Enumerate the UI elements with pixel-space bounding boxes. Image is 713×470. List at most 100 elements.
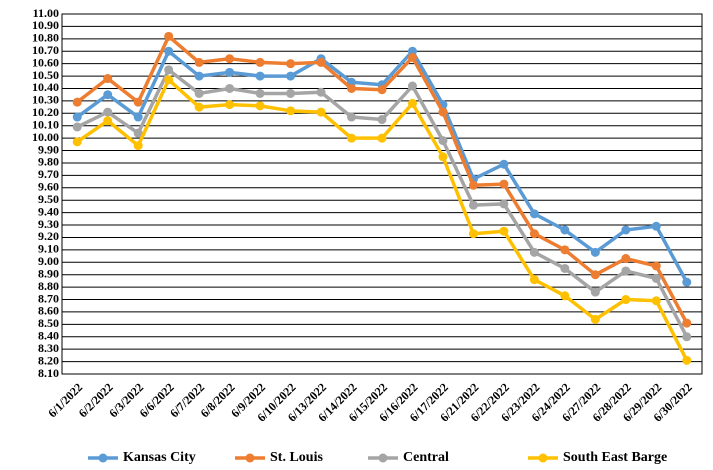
- marker: [499, 159, 509, 169]
- y-tick-label: 10.90: [32, 18, 59, 32]
- y-tick-label: 8.50: [38, 316, 59, 330]
- marker: [255, 57, 265, 67]
- y-tick-label: 9.00: [38, 254, 59, 268]
- marker: [255, 71, 265, 81]
- marker: [225, 83, 235, 93]
- marker: [529, 275, 539, 285]
- marker: [560, 225, 570, 235]
- y-tick-label: 8.10: [38, 366, 59, 380]
- y-tick-label: 9.70: [38, 167, 59, 181]
- marker: [103, 74, 113, 84]
- y-tick-label: 10.00: [32, 130, 59, 144]
- marker: [621, 254, 631, 264]
- marker: [347, 112, 357, 122]
- y-tick-label: 10.40: [32, 80, 59, 94]
- marker: [103, 116, 113, 126]
- legend-label: South East Barge: [563, 450, 667, 465]
- legend-label: St. Louis: [270, 450, 323, 465]
- y-tick-label: 10.50: [32, 68, 59, 82]
- marker: [590, 314, 600, 324]
- marker: [316, 57, 326, 67]
- marker: [590, 287, 600, 297]
- marker: [194, 57, 204, 67]
- marker: [651, 273, 661, 283]
- y-tick-label: 9.60: [38, 180, 59, 194]
- y-tick-label: 11.00: [33, 6, 59, 20]
- y-tick-label: 8.70: [38, 291, 59, 305]
- y-tick-label: 9.80: [38, 155, 59, 169]
- y-tick-label: 9.20: [38, 229, 59, 243]
- marker: [529, 229, 539, 239]
- marker: [499, 179, 509, 189]
- marker: [682, 355, 692, 365]
- y-tick-label: 10.20: [32, 105, 59, 119]
- marker: [651, 296, 661, 306]
- y-tick-label: 10.30: [32, 93, 59, 107]
- y-tick-label: 9.40: [38, 204, 59, 218]
- marker: [164, 46, 174, 56]
- series-line: [76, 68, 689, 338]
- marker: [407, 46, 417, 56]
- y-tick-label: 9.10: [38, 242, 59, 256]
- marker: [499, 226, 509, 236]
- y-tick-label: 9.90: [38, 142, 59, 156]
- marker: [286, 71, 296, 81]
- marker: [377, 133, 387, 143]
- marker: [529, 209, 539, 219]
- marker: [316, 87, 326, 97]
- marker: [164, 75, 174, 85]
- marker: [72, 97, 82, 107]
- marker: [682, 332, 692, 342]
- marker: [225, 54, 235, 64]
- marker: [286, 106, 296, 116]
- legend-marker: [378, 453, 388, 463]
- marker: [194, 71, 204, 81]
- y-tick-label: 8.90: [38, 266, 59, 280]
- marker: [560, 263, 570, 273]
- marker: [133, 141, 143, 151]
- marker: [377, 85, 387, 95]
- marker: [407, 52, 417, 62]
- marker: [194, 88, 204, 98]
- marker: [225, 67, 235, 77]
- y-tick-label: 8.60: [38, 304, 59, 318]
- marker: [347, 83, 357, 93]
- legend-marker: [98, 453, 108, 463]
- marker: [347, 133, 357, 143]
- marker: [377, 115, 387, 125]
- marker: [407, 81, 417, 91]
- legend-marker: [538, 453, 548, 463]
- marker: [72, 122, 82, 132]
- marker: [468, 200, 478, 210]
- marker: [194, 102, 204, 112]
- marker: [72, 112, 82, 122]
- marker: [590, 247, 600, 257]
- marker: [621, 225, 631, 235]
- marker: [164, 31, 174, 41]
- marker: [133, 97, 143, 107]
- y-tick-label: 10.10: [32, 117, 59, 131]
- marker: [407, 98, 417, 108]
- marker: [225, 100, 235, 110]
- marker: [499, 199, 509, 209]
- marker: [164, 65, 174, 75]
- marker: [529, 247, 539, 257]
- marker: [438, 107, 448, 117]
- marker: [590, 270, 600, 280]
- marker: [133, 112, 143, 122]
- legend-label: Central: [403, 450, 449, 465]
- marker: [133, 128, 143, 138]
- y-tick-label: 10.80: [32, 31, 59, 45]
- marker: [621, 295, 631, 305]
- marker: [103, 90, 113, 100]
- marker: [651, 261, 661, 271]
- y-tick-label: 8.80: [38, 279, 59, 293]
- marker: [560, 291, 570, 301]
- marker: [438, 136, 448, 146]
- y-tick-label: 10.70: [32, 43, 59, 57]
- y-tick-label: 8.40: [38, 329, 59, 343]
- legend-label: Kansas City: [123, 450, 196, 465]
- marker: [468, 180, 478, 190]
- marker: [438, 152, 448, 162]
